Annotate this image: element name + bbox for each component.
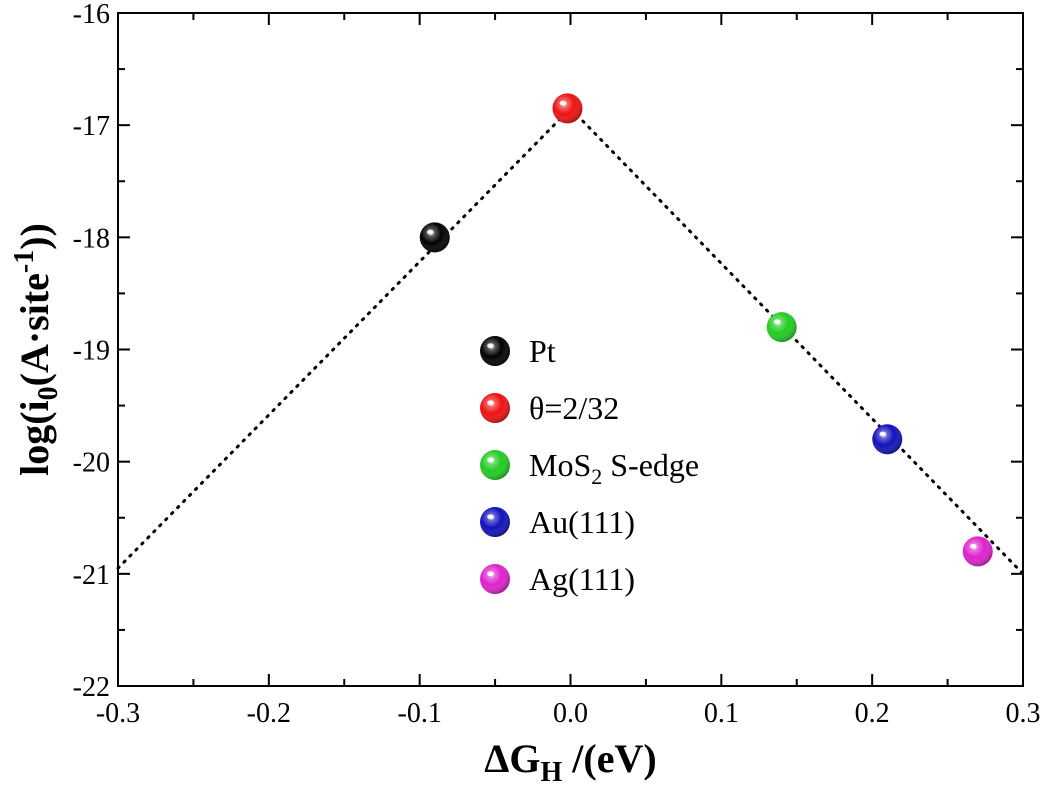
x-tick-label: 0.3: [1006, 698, 1041, 729]
legend-label: θ=2/32: [529, 390, 619, 426]
y-axis-title: log(i0(A·site-1)): [9, 223, 64, 476]
x-tick-label: -0.1: [398, 698, 442, 729]
legend-label: MoS2 S-edge: [529, 447, 699, 489]
legend-marker: [480, 393, 510, 423]
data-point: [766, 312, 797, 343]
x-tick-label: -0.2: [247, 698, 291, 729]
x-tick-label: 0.2: [855, 698, 890, 729]
data-points: [419, 93, 993, 567]
legend-marker: [480, 450, 510, 480]
data-point: [552, 93, 583, 124]
legend-marker: [480, 507, 510, 537]
y-tick-label: -22: [73, 672, 110, 703]
x-tick-label: 0.0: [553, 698, 588, 729]
y-tick-label: -18: [73, 223, 110, 254]
legend-label: Ag(111): [529, 561, 635, 597]
x-tick-label: 0.1: [704, 698, 739, 729]
y-tick-label: -17: [73, 111, 110, 142]
axis-ticks: [117, 12, 1024, 687]
y-tick-label: -19: [73, 336, 110, 367]
y-tick-label: -20: [73, 448, 110, 479]
data-point: [872, 424, 903, 455]
axis-tick-labels: -0.3 -0.2 -0.1 0.0 0.1 0.2 0.3 -22 -21 -20 -19 -18 -…: [73, 0, 1041, 729]
legend-label: Pt: [529, 333, 556, 369]
data-point: [419, 222, 450, 253]
legend-marker: [480, 564, 510, 594]
legend-label: Au(111): [529, 504, 635, 540]
legend: Pt θ=2/32 MoS2 S-edge Au(111) Ag(111): [480, 333, 699, 597]
x-tick-label: -0.3: [96, 698, 140, 729]
y-tick-label: -16: [73, 0, 110, 30]
legend-marker: [480, 336, 510, 366]
x-axis-title: ΔGH /(eV): [484, 736, 656, 786]
data-point: [962, 536, 993, 567]
y-tick-label: -21: [73, 560, 110, 591]
